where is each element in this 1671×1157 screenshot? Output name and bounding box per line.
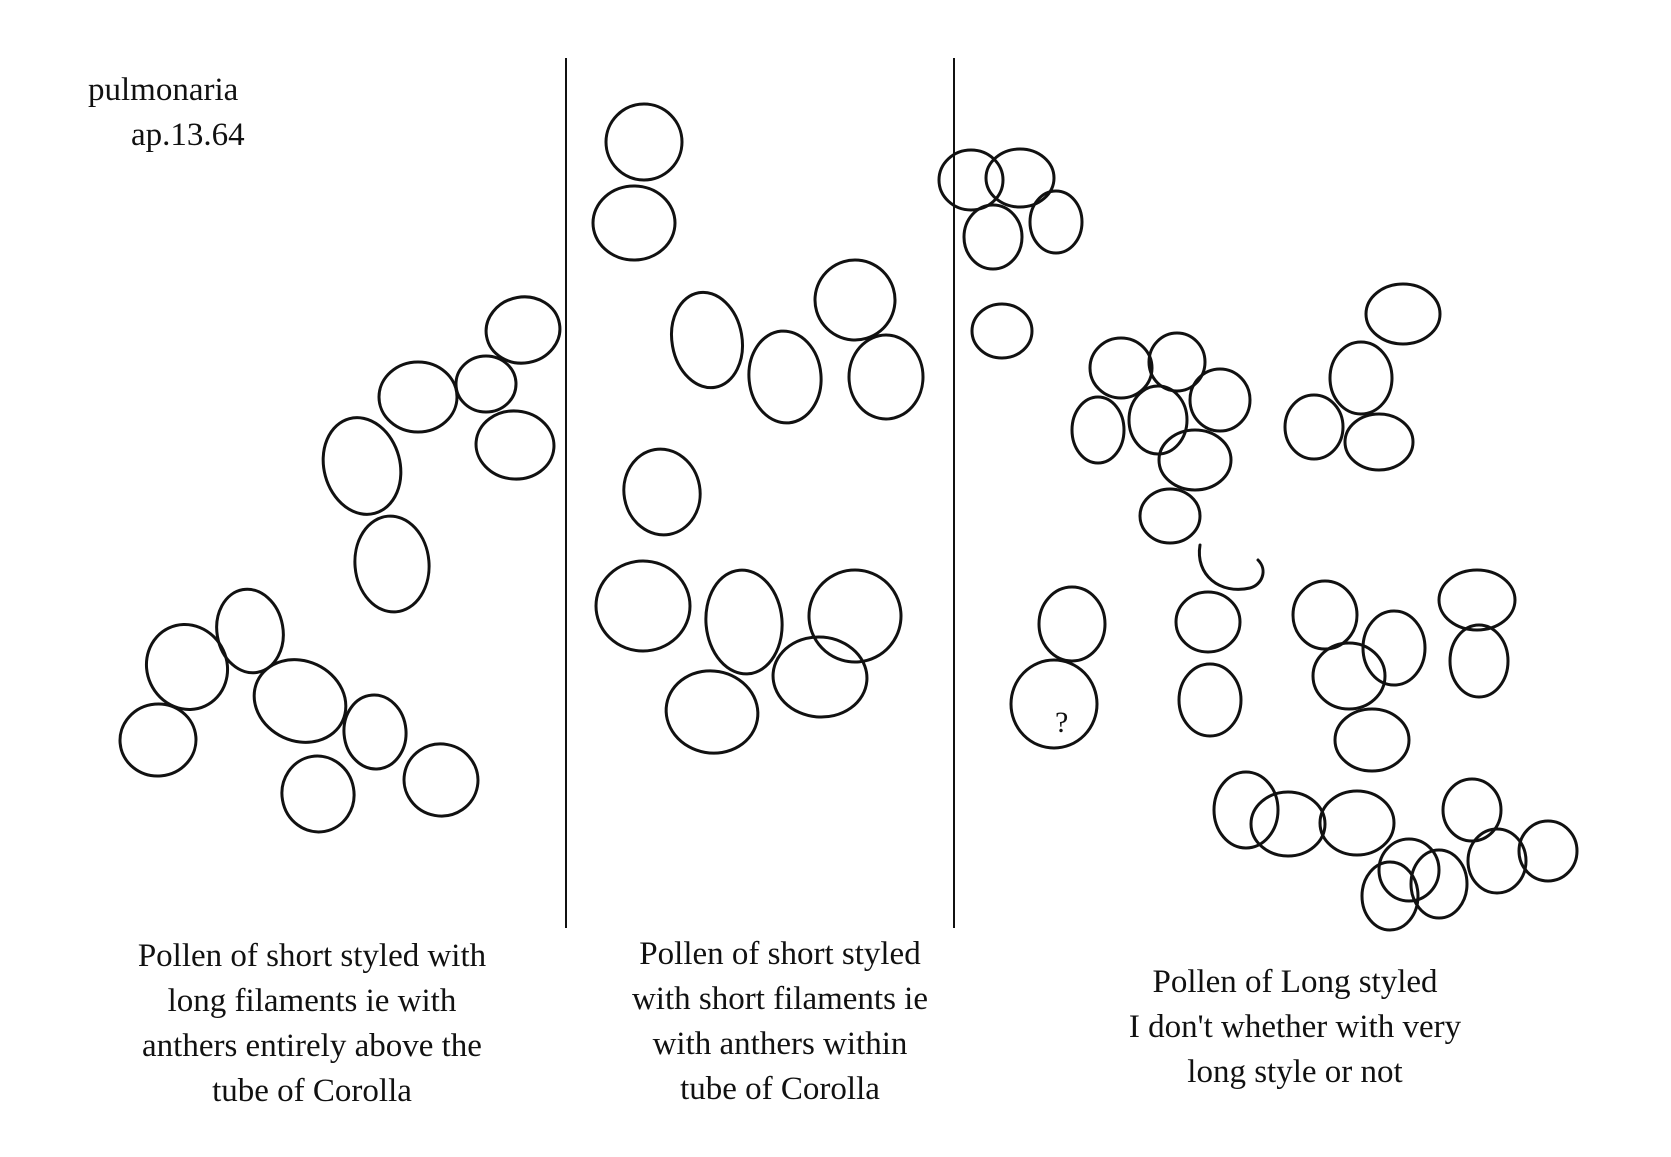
pollen-grain (1517, 819, 1579, 883)
caption-line: Pollen of short styled (639, 936, 921, 972)
pollen-grain (704, 568, 784, 676)
pollen-grain (1291, 579, 1359, 651)
pollen-grain (1212, 770, 1280, 850)
question-mark-annotation: ? (1055, 706, 1069, 739)
pollen-grain (1361, 609, 1427, 687)
pollen-grain (1028, 189, 1084, 255)
pollen-grain (1070, 395, 1126, 465)
pollen-grain (1466, 827, 1528, 895)
pollen-grain (321, 416, 403, 516)
pollen-grain (1174, 590, 1242, 654)
pollen-grain (1377, 837, 1441, 903)
partial-pollen-grain (1197, 543, 1265, 591)
pollen-grain (1409, 848, 1469, 920)
pollen-grain (747, 329, 823, 425)
pollen-grain (984, 147, 1056, 209)
pollen-grain (622, 447, 702, 537)
pollen-grain (1088, 336, 1154, 400)
pollen-grain (1343, 412, 1415, 472)
pollen-grain (1333, 707, 1411, 773)
pollen-grain (1157, 428, 1233, 492)
pollen-grain (215, 587, 285, 675)
pollen-grain (118, 702, 198, 778)
pollen-grain (1249, 790, 1327, 858)
pollen-grain (1441, 777, 1503, 843)
caption-panel-long-styled: Pollen of Long styled I don't whether wi… (1080, 960, 1510, 1095)
pollen-grain (962, 203, 1024, 271)
pollen-grain (474, 409, 556, 481)
pollen-grain (664, 669, 760, 755)
pollen-grain (1318, 789, 1396, 857)
pollen-grain (1360, 860, 1420, 932)
pollen-grain (591, 184, 677, 262)
caption-line: tube of Corolla (680, 1071, 880, 1107)
pollen-grain (813, 258, 897, 342)
pollen-grain (454, 354, 518, 414)
pollen-grain (1328, 340, 1394, 416)
pollen-grain (1437, 568, 1517, 632)
pollen-grain (252, 658, 348, 744)
caption-line: with anthers within (652, 1026, 908, 1062)
title-date: ap.13.64 (131, 117, 245, 153)
caption-line: Pollen of Long styled (1152, 964, 1438, 1000)
pollen-grain (1127, 384, 1189, 456)
pollen-grain (1188, 367, 1252, 433)
pollen-grain (484, 295, 562, 365)
caption-line: anthers entirely above the (142, 1028, 482, 1064)
caption-panel-short-styled-long-filaments: Pollen of short styled with long filamen… (92, 934, 532, 1114)
pollen-grain (1009, 658, 1099, 750)
pollen-grain (937, 148, 1005, 212)
pollen-grain (670, 290, 744, 390)
pollen-grain (1037, 585, 1107, 663)
pollen-grain (847, 333, 925, 421)
pollen-grain (280, 754, 356, 834)
pollen-grain (353, 514, 431, 614)
caption-line: long filaments ie with (167, 983, 457, 1019)
pollen-grain (402, 742, 480, 818)
pollen-grain (807, 568, 903, 664)
pollen-grain (377, 360, 459, 434)
caption-line: Pollen of short styled with (137, 938, 487, 974)
pollen-grain (1364, 282, 1442, 346)
pollen-grain (342, 693, 408, 771)
caption-line: tube of Corolla (212, 1073, 412, 1109)
caption-panel-short-styled-short-filaments: Pollen of short styled with short filame… (580, 932, 980, 1112)
caption-line: with short filaments ie (631, 981, 929, 1017)
pollen-grain (1177, 662, 1243, 738)
title-species: pulmonaria (88, 72, 239, 108)
pollen-grain (771, 635, 869, 719)
pollen-grain (1147, 331, 1207, 393)
pollen-grain (970, 302, 1034, 360)
pollen-grain (1448, 623, 1510, 699)
pollen-grain (594, 559, 692, 653)
pollen-grain (604, 102, 684, 182)
caption-line: I don't whether with very (1128, 1009, 1462, 1045)
pollen-grain (1283, 393, 1345, 461)
pollen-grain (1311, 641, 1387, 711)
caption-line: long style or not (1187, 1054, 1403, 1090)
pollen-grain (1138, 487, 1202, 545)
